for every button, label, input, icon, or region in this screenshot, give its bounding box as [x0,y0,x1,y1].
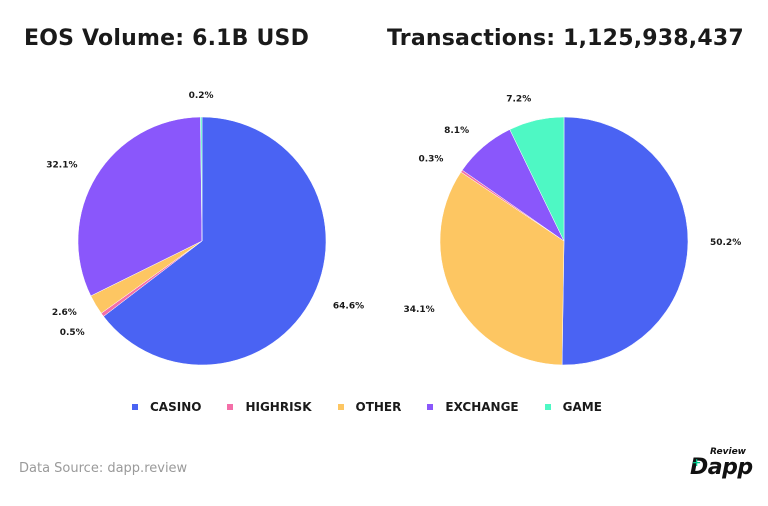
legend-swatch-game [544,404,551,410]
pie-label-1-exchange: 8.1% [444,126,469,136]
legend-label-exchange: EXCHANGE [445,400,519,414]
pie-slice-0-game [200,116,203,242]
pie-slice-1-casino [561,116,689,366]
pie-label-1-highrisk: 0.3% [418,155,443,165]
pie-label-0-other: 2.6% [52,308,77,318]
legend-swatch-other [337,404,344,410]
pie-label-0-highrisk: 0.5% [60,328,85,338]
legend-item-casino: CASINO [132,400,201,414]
legend-swatch-casino [132,404,138,410]
legend-item-exchange: EXCHANGE [427,400,519,414]
logo-review-text: Review [710,447,746,457]
logo-plus-icon: + [692,456,702,469]
pie-slice-1-game [509,116,565,242]
legend-item-other: OTHER [337,400,402,414]
pie-label-0-exchange: 32.1% [46,161,77,171]
pie-label-0-casino: 64.6% [333,302,364,312]
pie-slice-0-exchange [77,116,203,297]
legend-label-highrisk: HIGHRISK [245,400,312,414]
pie-label-1-casino: 50.2% [710,238,741,248]
logo-dapp-text: Dapp [690,455,753,480]
chart-title-transactions: Transactions: 1,125,938,437 [387,26,744,51]
legend: CASINO HIGHRISK OTHER EXCHANGE GAME [132,400,628,414]
legend-swatch-exchange [427,404,434,410]
legend-item-game: GAME [544,400,602,414]
chart-title-eos-volume: EOS Volume: 6.1B USD [24,26,310,51]
legend-label-other: OTHER [355,400,402,414]
legend-item-highrisk: HIGHRISK [227,400,312,414]
legend-swatch-highrisk [227,404,234,410]
data-source-text: Data Source: dapp.review [19,461,188,476]
pie-label-1-other: 34.1% [403,305,434,315]
dapp-review-logo: Review Dapp + [688,447,753,487]
pie-slice-0-casino [103,116,327,366]
legend-label-casino: CASINO [150,400,202,414]
pie-label-0-game: 0.2% [189,91,214,101]
legend-label-game: GAME [562,400,602,414]
pie-label-1-game: 7.2% [506,95,531,105]
